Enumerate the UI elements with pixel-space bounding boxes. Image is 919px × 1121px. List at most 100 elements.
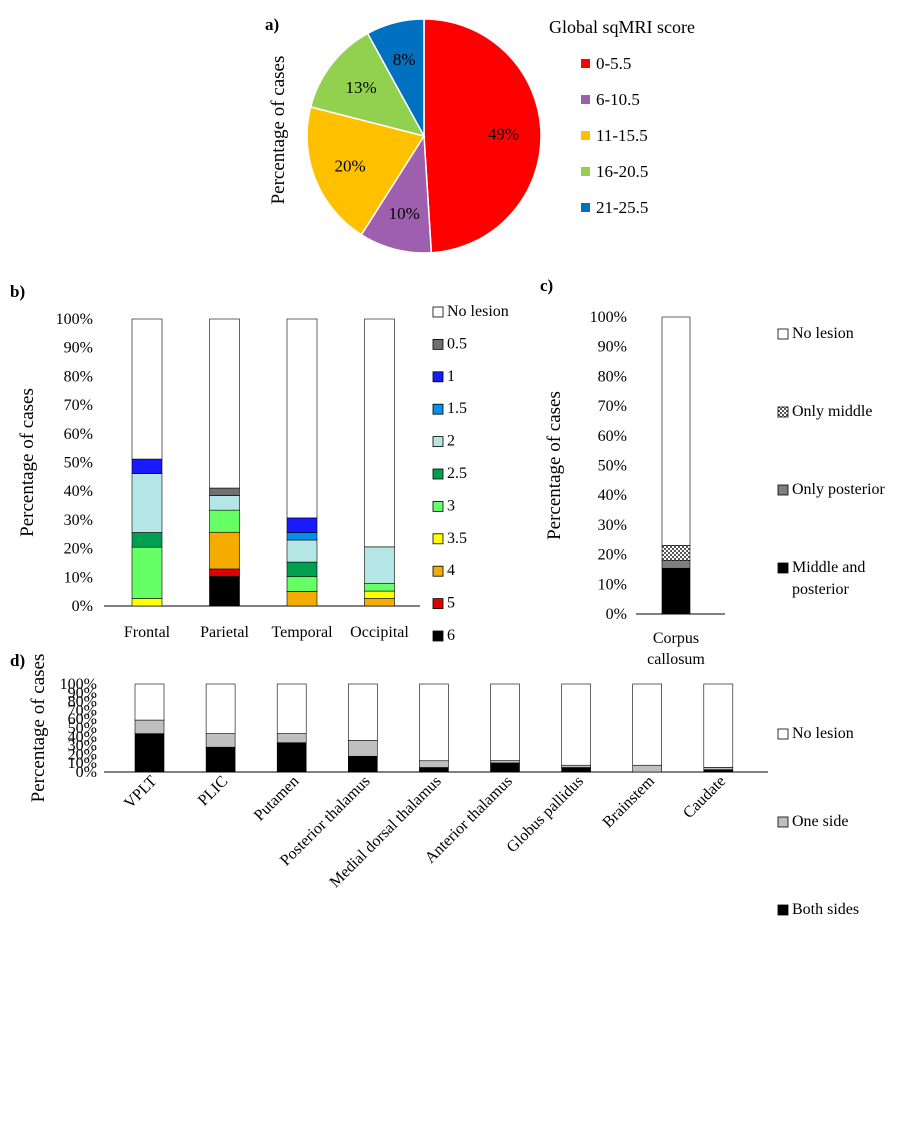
legend-swatch-2	[432, 436, 444, 448]
pie-legend-label-11-15-5: 11-15.5	[596, 126, 648, 145]
legend-label-1: 1	[447, 368, 455, 385]
legend-swatch-no-lesion	[777, 728, 789, 740]
bar-segment-caudate-no-lesion	[703, 683, 734, 768]
bar-segment-medial-dorsal-thalamus-one-side	[419, 760, 449, 768]
y-tick-label-10: 10%	[64, 569, 93, 586]
y-axis-label: Percentage of cases	[544, 391, 565, 540]
pie-legend-swatch-0-5-5	[581, 59, 590, 68]
bar-segment-brainstem-one-side	[632, 764, 663, 773]
legend-label-both-sides: Both sides	[792, 901, 859, 918]
bar-segment-corpus-callosum-middle-and-posterior	[661, 567, 691, 615]
y-tick-label-90: 90%	[598, 339, 627, 356]
bar-segment-plic-one-side	[205, 733, 236, 748]
bar-segment-parietal-6	[209, 576, 240, 607]
y-tick-label-40: 40%	[598, 487, 627, 504]
bar-segment-medial-dorsal-thalamus-both-sides	[419, 767, 449, 773]
bar-segment-parietal-3	[209, 509, 240, 533]
bar-segment-anterior-thalamus-one-side	[490, 760, 520, 764]
y-tick-label-100: 100%	[56, 311, 93, 328]
x-tick-label-corpus-callosum-line2: callosum	[647, 651, 705, 668]
legend-swatch-5	[432, 598, 444, 609]
x-tick-label-frontal: Frontal	[124, 624, 171, 641]
pie-slice-6-10-5	[360, 133, 433, 254]
bar-segment-temporal-1	[286, 517, 318, 533]
y-tick-label-70: 70%	[68, 702, 97, 719]
legend-label-0-5: 0.5	[447, 335, 467, 352]
y-tick-label-10: 10%	[68, 755, 97, 772]
y-tick-label-90: 90%	[68, 685, 97, 702]
legend-label-only-posterior: Only posterior	[792, 481, 886, 498]
x-tick-label-occipital: Occipital	[350, 624, 409, 641]
bar-segment-parietal-0-5	[209, 487, 240, 496]
y-tick-label-50: 50%	[64, 455, 93, 472]
bar-segment-occipital-no-lesion	[364, 318, 395, 548]
pie-slice-16-20-5	[309, 32, 426, 138]
y-tick-label-50: 50%	[68, 720, 97, 737]
pie-legend-label-21-25-5: 21-25.5	[596, 198, 648, 217]
bar-segment-globus-pallidus-no-lesion	[561, 683, 591, 766]
bar-segment-putamen-both-sides	[276, 742, 307, 773]
legend-label-one-side: One side	[792, 813, 848, 830]
y-axis-label: Percentage of cases	[17, 388, 38, 537]
panel-a-label: a)	[265, 15, 279, 34]
bar-segment-frontal-2	[131, 473, 163, 533]
pie-legend-label-6-10-5: 6-10.5	[596, 90, 640, 109]
pie-chart-global-sqmri: 49% 10% 20% 13% 8% Percentage of cases Global …	[268, 17, 695, 254]
x-tick-label-temporal: Temporal	[271, 624, 333, 641]
bar-segment-parietal-2	[209, 495, 240, 511]
legend-label-1-5: 1.5	[447, 400, 467, 417]
y-tick-label-10: 10%	[598, 576, 627, 593]
legend-label-5: 5	[447, 595, 455, 612]
bar-segment-brainstem-no-lesion	[632, 683, 663, 766]
y-tick-label-0: 0%	[72, 598, 93, 615]
bar-segment-temporal-no-lesion	[286, 318, 318, 519]
y-tick-label-0: 0%	[606, 606, 627, 623]
bar-segment-temporal-4	[286, 591, 318, 607]
bar-segment-parietal-no-lesion	[209, 318, 240, 489]
bar-segment-corpus-callosum-only-posterior	[661, 560, 691, 569]
bar-segment-corpus-callosum-no-lesion	[661, 316, 691, 546]
legend-swatch-6	[432, 630, 444, 642]
bar-segment-caudate-one-side	[703, 767, 734, 771]
y-tick-label-70: 70%	[64, 397, 93, 414]
bar-segment-putamen-one-side	[276, 733, 307, 743]
bar-segment-vplt-no-lesion	[134, 683, 165, 721]
pie-data-label-11-15-5: 20%	[334, 156, 365, 175]
legend-label-6: 6	[447, 627, 455, 644]
bar-segment-anterior-thalamus-no-lesion	[490, 683, 520, 761]
bar-segment-temporal-3	[286, 576, 318, 592]
pie-y-axis-label: Percentage of cases	[268, 56, 289, 205]
bar-segment-corpus-callosum-only-middle	[661, 545, 691, 561]
bar-segment-posterior-thalamus-one-side	[347, 740, 378, 757]
legend-swatch-only-posterior	[777, 484, 789, 496]
bar-segment-plic-both-sides	[205, 746, 236, 773]
pie-legend-label-16-20-5: 16-20.5	[596, 162, 648, 181]
stacked-bar-chart-corpus-callosum: Percentage of cases 0% 10% 20% 30% 40% 50% 60% 7…	[544, 309, 886, 668]
bar-segment-occipital-2	[364, 546, 395, 584]
legend-swatch-0-5	[432, 338, 444, 350]
bar-segment-occipital-4	[364, 598, 395, 607]
legend-label-middle-and-posterior: Middle and	[792, 559, 865, 576]
y-tick-label-20: 20%	[64, 541, 93, 558]
bar-segment-globus-pallidus-one-side	[561, 764, 591, 768]
y-tick-label-30: 30%	[64, 512, 93, 529]
pie-data-label-21-25-5: 8%	[393, 50, 416, 69]
pie-slice-21-25-5	[366, 18, 425, 137]
pie-legend-swatch-21-25-5	[581, 203, 590, 212]
y-tick-label-40: 40%	[68, 729, 97, 746]
bar-segment-vplt-one-side	[134, 719, 165, 734]
pie-legend-swatch-16-20-5	[581, 167, 590, 176]
stacked-bar-chart-lobes: Percentage of cases 0% 10% 20% 30% 40% 50% 60% 7…	[17, 303, 509, 644]
legend-label-3: 3	[447, 497, 455, 514]
pie-data-label-6-10-5: 10%	[389, 204, 420, 223]
y-tick-label-70: 70%	[598, 398, 627, 415]
bar-segment-frontal-1	[131, 458, 163, 474]
bar-segment-frontal-3-5	[131, 598, 163, 607]
y-tick-label-80: 80%	[68, 694, 97, 711]
bar-segment-temporal-2	[286, 539, 318, 563]
legend-swatch-middle-and-posterior	[777, 562, 789, 574]
bar-segment-caudate-both-sides	[703, 769, 734, 773]
x-tick-label-plic: PLIC	[195, 773, 232, 810]
y-tick-label-60: 60%	[598, 428, 627, 445]
legend-swatch-1-5	[432, 403, 444, 415]
